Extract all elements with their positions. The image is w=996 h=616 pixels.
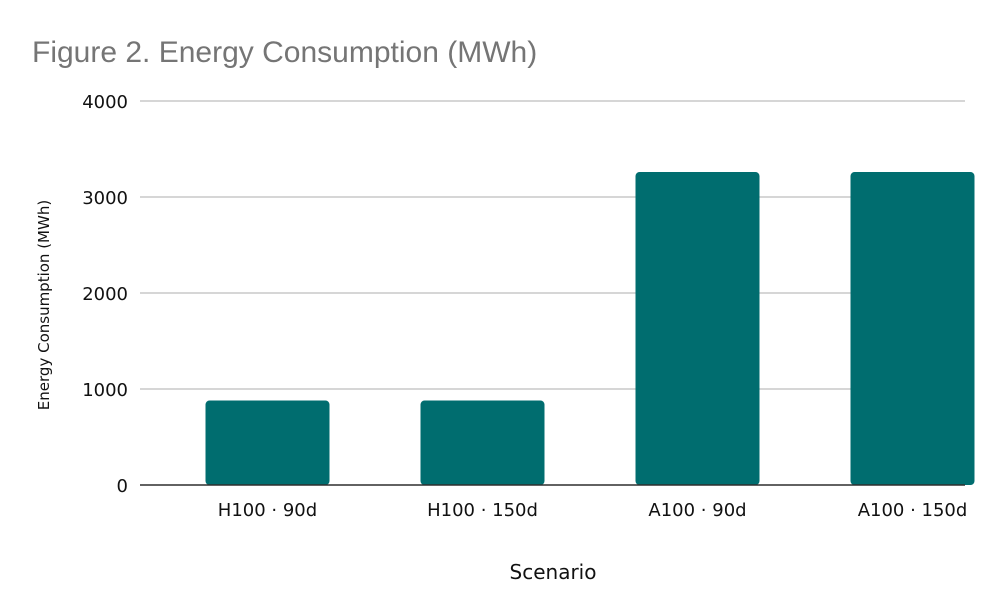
y-tick-label: 1000 [82,380,128,401]
bar-3 [850,172,975,486]
x-tick-label: H100 · 90d [218,500,317,521]
x-axis-ticks: H100 · 90d H100 · 150d A100 · 90d A100 · 15… [218,500,968,521]
y-tick-label: 4000 [82,92,128,113]
x-tick-label: H100 · 150d [427,500,538,521]
y-tick-label: 2000 [82,284,128,305]
x-axis-label: Scenario [510,560,597,584]
bar-0 [205,400,330,485]
y-axis-label: Energy Consumption (MWh) [35,200,53,410]
y-axis-ticks: 0 1000 2000 3000 4000 [82,92,128,497]
x-tick-label: A100 · 150d [858,500,968,521]
y-tick-label: 3000 [82,188,128,209]
x-tick-label: A100 · 90d [648,500,746,521]
bar-1 [420,400,545,485]
bar-2 [635,172,760,486]
bars [205,172,975,486]
grid-lines [140,100,965,390]
chart-title: Figure 2. Energy Consumption (MWh) [32,36,537,69]
y-tick-label: 0 [117,476,128,497]
